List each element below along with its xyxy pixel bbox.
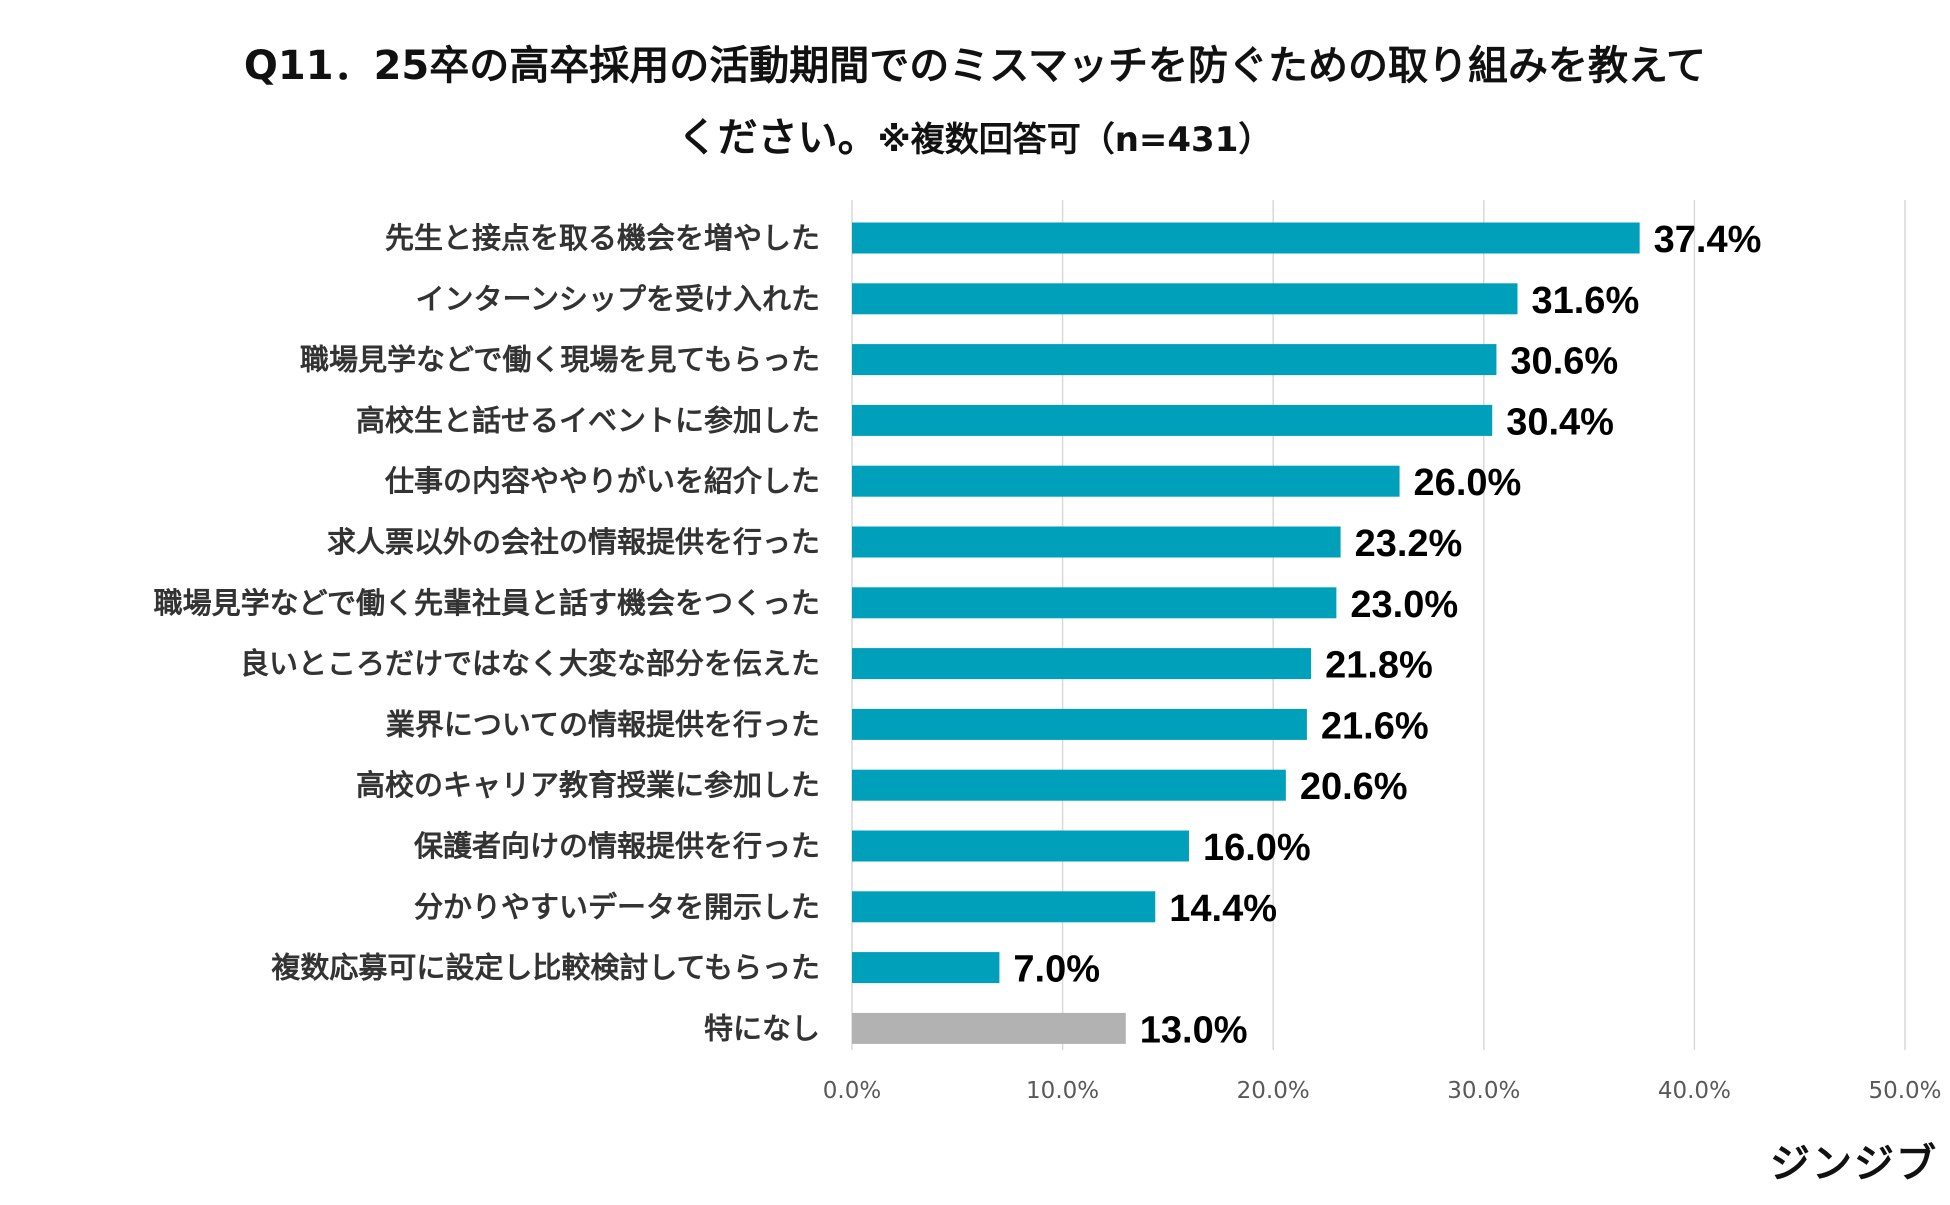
value-label: 21.6% bbox=[1321, 705, 1429, 747]
x-axis-ticks: 0.0% 10.0% 20.0% 30.0% 40.0% 50.0% bbox=[823, 1078, 1942, 1104]
value-label: 23.0% bbox=[1350, 584, 1458, 626]
category-label: 保護者向けの情報提供を行った bbox=[413, 829, 820, 863]
value-label: 20.6% bbox=[1300, 766, 1408, 808]
chart-title: Q11．25卒の高卒採用の活動期間でのミスマッチを防ぐための取り組みを教えて く… bbox=[0, 30, 1950, 176]
x-tick-label: 30.0% bbox=[1447, 1078, 1520, 1104]
bar bbox=[852, 404, 1493, 436]
bars bbox=[852, 222, 1640, 1044]
value-label: 30.4% bbox=[1506, 401, 1614, 443]
value-label: 16.0% bbox=[1203, 827, 1311, 869]
category-labels: 先生と接点を取る機会を増やしたインターンシップを受け入れた職場見学などで働く現場… bbox=[154, 221, 820, 1045]
x-tick-label: 10.0% bbox=[1026, 1078, 1099, 1104]
value-label: 26.0% bbox=[1414, 462, 1522, 504]
value-label: 7.0% bbox=[1013, 949, 1100, 991]
x-tick-label: 20.0% bbox=[1237, 1078, 1310, 1104]
bar bbox=[852, 648, 1312, 680]
value-label: 30.6% bbox=[1510, 341, 1618, 383]
x-tick-label: 0.0% bbox=[823, 1078, 881, 1104]
title-line-1: Q11．25卒の高卒採用の活動期間でのミスマッチを防ぐための取り組みを教えて bbox=[243, 43, 1707, 89]
bar bbox=[852, 222, 1640, 254]
x-tick-label: 50.0% bbox=[1868, 1078, 1941, 1104]
value-label: 21.8% bbox=[1325, 645, 1433, 687]
category-label: 複数応募可に設定し比較検討してもらった bbox=[271, 951, 820, 985]
bar bbox=[852, 952, 1000, 984]
value-label: 14.4% bbox=[1169, 888, 1277, 930]
jinjib-logo: ジンジブ bbox=[1770, 1141, 1938, 1187]
category-label: 高校のキャリア教育授業に参加した bbox=[356, 768, 820, 802]
bar bbox=[852, 283, 1518, 315]
category-label: 特になし bbox=[704, 1011, 820, 1045]
category-label: 求人票以外の会社の情報提供を行った bbox=[327, 525, 820, 559]
bar bbox=[852, 891, 1156, 923]
value-label: 13.0% bbox=[1140, 1009, 1248, 1051]
x-tick-label: 40.0% bbox=[1658, 1078, 1731, 1104]
bar bbox=[852, 587, 1337, 619]
category-label: 先生と接点を取る機会を増やした bbox=[385, 221, 820, 255]
category-label: 職場見学などで働く先輩社員と話す機会をつくった bbox=[154, 586, 820, 620]
bar bbox=[852, 769, 1286, 801]
bar bbox=[852, 465, 1400, 497]
bar-none bbox=[852, 1012, 1126, 1044]
value-label: 23.2% bbox=[1355, 523, 1463, 565]
title-line-2: ください。※複数回答可（n=431） bbox=[0, 102, 1950, 176]
value-labels: 37.4% 31.6% 30.6% 30.4% 26.0% 23.2% 23.0% 21.8%… bbox=[1013, 219, 1761, 1051]
title-line-2-main: ください。 bbox=[677, 115, 878, 161]
category-label: 高校生と話せるイベントに参加した bbox=[356, 403, 820, 437]
category-label: 良いところだけではなく大変な部分を伝えた bbox=[240, 647, 820, 681]
category-label: 分かりやすいデータを開示した bbox=[414, 890, 820, 924]
value-label: 37.4% bbox=[1654, 219, 1762, 261]
category-label: 仕事の内容ややりがいを紹介した bbox=[384, 464, 820, 498]
bar bbox=[852, 344, 1497, 376]
title-note: ※複数回答可（n=431） bbox=[877, 120, 1273, 160]
category-label: 業界についての情報提供を行った bbox=[386, 707, 820, 741]
bar bbox=[852, 830, 1189, 862]
bar bbox=[852, 708, 1307, 740]
category-label: インターンシップを受け入れた bbox=[415, 282, 820, 316]
category-label: 職場見学などで働く現場を見てもらった bbox=[300, 343, 820, 377]
bar bbox=[852, 526, 1341, 558]
value-label: 31.6% bbox=[1531, 280, 1639, 322]
